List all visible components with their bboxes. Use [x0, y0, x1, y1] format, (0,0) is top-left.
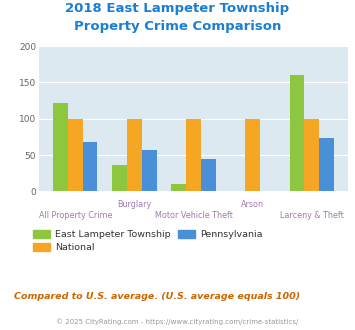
Text: © 2025 CityRating.com - https://www.cityrating.com/crime-statistics/: © 2025 CityRating.com - https://www.city… [56, 318, 299, 325]
Legend: East Lampeter Township, National, Pennsylvania: East Lampeter Township, National, Pennsy… [29, 226, 266, 256]
Text: Property Crime Comparison: Property Crime Comparison [74, 20, 281, 33]
Bar [171, 184, 186, 191]
Text: Burglary: Burglary [117, 200, 152, 209]
Bar [68, 119, 83, 191]
Bar [186, 119, 201, 191]
Bar [83, 142, 97, 191]
Text: Compared to U.S. average. (U.S. average equals 100): Compared to U.S. average. (U.S. average … [14, 292, 300, 301]
Text: Motor Vehicle Theft: Motor Vehicle Theft [154, 211, 233, 219]
Bar [142, 150, 157, 191]
Bar [245, 119, 260, 191]
Bar [201, 159, 215, 191]
Text: All Property Crime: All Property Crime [38, 211, 112, 219]
Text: Larceny & Theft: Larceny & Theft [280, 211, 344, 219]
Bar [127, 119, 142, 191]
Bar [319, 138, 334, 191]
Bar [290, 75, 304, 191]
Bar [112, 165, 127, 191]
Bar [53, 103, 68, 191]
Text: Arson: Arson [241, 200, 264, 209]
Text: 2018 East Lampeter Township: 2018 East Lampeter Township [65, 2, 290, 15]
Bar [304, 119, 319, 191]
